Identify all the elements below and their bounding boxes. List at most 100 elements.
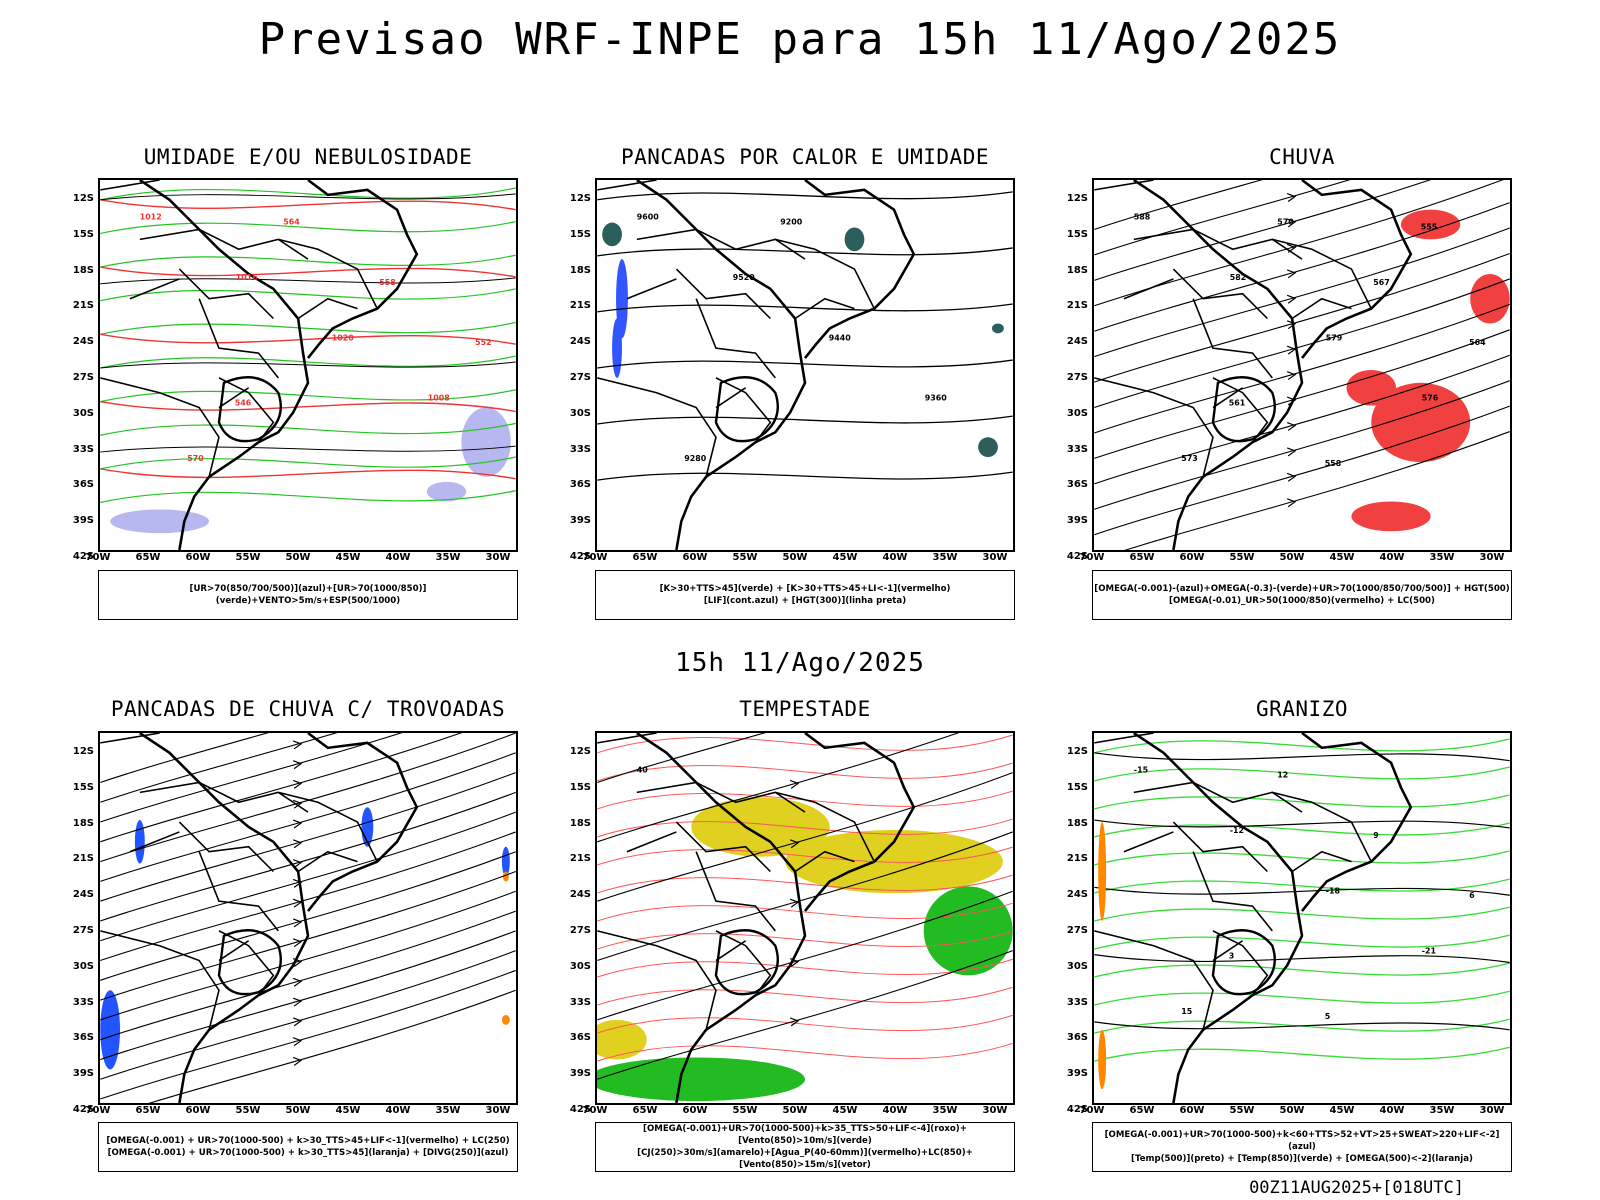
precipitable-water-contour <box>597 762 1013 782</box>
streamline-arrow <box>789 779 800 789</box>
geopotential-height-contour <box>597 303 1013 313</box>
state-border <box>695 298 776 379</box>
humidity-1000-850-contour <box>100 422 516 436</box>
thickness-contour <box>100 400 516 413</box>
state-border <box>278 791 378 862</box>
legend-line: [OMEGA(-0.001) + UR>70(1000-500) + k>30_… <box>106 1136 510 1146</box>
streamline-arrow <box>789 898 800 908</box>
coastline <box>139 180 310 550</box>
contour-label: 1008 <box>428 394 451 403</box>
panel-title: PANCADAS POR CALOR E UMIDADE <box>620 145 989 169</box>
contour-label: 564 <box>283 218 300 227</box>
latitude-tick-label: 30S <box>569 407 591 419</box>
contour-label: 558 <box>379 278 396 287</box>
pressure-contour <box>100 445 516 453</box>
legend-line: [LIF](cont.azul) + [HGT(300)](linha pret… <box>703 596 907 606</box>
state-border <box>100 930 220 1030</box>
state-border <box>715 930 772 996</box>
longitude-tick-label: 30W <box>982 552 1008 563</box>
longitude-tick-label: 55W <box>235 1105 261 1116</box>
humidity-850-700-500-areas <box>110 407 511 534</box>
streamline-arrow <box>292 1037 303 1047</box>
streamline <box>100 910 516 1041</box>
latitude-tick-label: 15S <box>72 228 94 240</box>
contour-label: 15 <box>1181 1007 1192 1016</box>
streamline-arrow <box>292 779 303 789</box>
geopotential-height-contours <box>597 191 1013 481</box>
coastline-northeast <box>1300 733 1413 912</box>
rain-areas <box>1346 209 1510 532</box>
longitude-tick-label: 60W <box>185 1105 211 1116</box>
longitude-tick-label: 40W <box>1379 1105 1405 1116</box>
latitude-tick-label: 12S <box>72 746 94 757</box>
streamline-arrow <box>292 799 303 809</box>
panel-legend: [OMEGA(-0.001)+UR>70(1000-500)+k<60+TTS>… <box>1092 1122 1512 1172</box>
temp-500-contour <box>1094 954 1510 964</box>
geopotential-height-contour <box>597 471 1013 481</box>
temp-850-contour <box>1094 1046 1510 1062</box>
state-border <box>218 377 275 443</box>
geopotential-height-contour <box>597 415 1013 425</box>
state-border <box>198 298 279 379</box>
latitude-tick-label: 42S <box>1066 1104 1088 1115</box>
contour-label: 12 <box>1277 771 1288 780</box>
latitude-tick-label: 30S <box>1066 407 1088 419</box>
wind-850-areas <box>597 886 1013 1102</box>
longitude-tick-label: 55W <box>732 552 758 563</box>
latitude-tick-label: 15S <box>1066 781 1088 793</box>
lifted-index-contour <box>612 318 622 378</box>
streamline-arrow <box>292 819 303 829</box>
precipitable-water-contour <box>597 986 1013 1006</box>
latitude-tick-label: 24S <box>1066 889 1088 901</box>
longitude-tick-label: 30W <box>485 552 511 563</box>
omega-areas <box>1098 822 1107 1090</box>
thickness-contours <box>100 199 516 480</box>
legend-line: [Temp(500)](preto) + [Temp(850)](verde) … <box>1131 1154 1473 1164</box>
longitude-tick-label: 45W <box>335 552 361 563</box>
contour-label: 3 <box>1229 952 1235 961</box>
state-border <box>1133 781 1303 813</box>
streamline <box>1094 227 1510 358</box>
streamline <box>597 950 1013 1080</box>
panel-title: TEMPESTADE <box>739 697 871 721</box>
contour-label: 6 <box>1469 891 1475 900</box>
longitude-tick-label: 60W <box>682 1105 708 1116</box>
latitude-tick-label: 42S <box>72 1104 94 1115</box>
omega-area <box>1098 822 1107 921</box>
contour-label: 9280 <box>684 454 707 463</box>
contour-label: 9520 <box>733 273 756 282</box>
contour-label: 1020 <box>332 333 355 342</box>
latitude-tick-label: 27S <box>1066 372 1088 383</box>
legend-line: [UR>70(850/700/500)](azul)+[UR>70(1000/8… <box>189 584 427 606</box>
divergence-area <box>134 820 145 864</box>
legend-line: [OMEGA(-0.001) + UR>70(1000-500) + k>30_… <box>107 1148 509 1158</box>
contour-label: -15 <box>1134 766 1148 775</box>
longitude-tick-label: 50W <box>1279 1105 1305 1116</box>
humidity-1000-850-contour <box>100 355 516 369</box>
longitude-tick-label: 65W <box>632 552 658 563</box>
map-canvas <box>100 733 516 1103</box>
latitude-tick-label: 27S <box>72 372 94 383</box>
state-border <box>1094 180 1154 191</box>
latitude-tick-label: 42S <box>569 1104 591 1115</box>
lifted-index-contours <box>612 259 628 378</box>
state-border <box>178 268 274 320</box>
streamline <box>1094 354 1510 485</box>
mid-title: 15h 11/Ago/2025 <box>675 648 925 678</box>
state-border <box>278 238 378 309</box>
streamline-arrow <box>1286 294 1297 304</box>
humidity-850-700-500-area <box>426 481 467 502</box>
longitude-tick-label: 35W <box>435 552 461 563</box>
state-border <box>636 228 806 260</box>
temp-850-contour <box>1094 962 1510 978</box>
latitude-tick-label: 30S <box>72 960 94 972</box>
precipitable-water-contour <box>597 874 1013 894</box>
legend-line: [CJ(250)>30m/s](amarelo)+[Agua_P(40-60mm… <box>637 1148 973 1170</box>
rain-area <box>1346 369 1396 406</box>
humidity-850-700-500-area <box>110 509 210 534</box>
contour-label: 9440 <box>829 333 852 342</box>
longitude-tick-label: 50W <box>782 1105 808 1116</box>
latitude-tick-label: 12S <box>1066 746 1088 757</box>
latitude-tick-label: 39S <box>569 515 591 527</box>
land-borders <box>597 180 916 550</box>
